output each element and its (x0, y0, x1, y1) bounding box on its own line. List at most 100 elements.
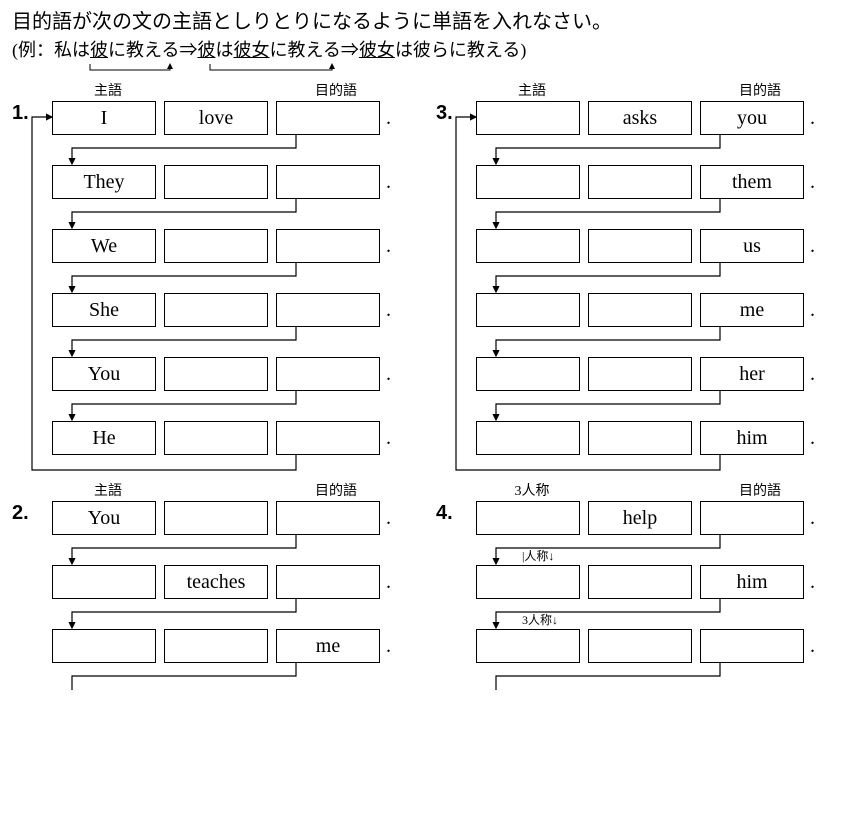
word-box[interactable] (700, 629, 804, 663)
sentence-row: us. (476, 228, 836, 264)
word-box: us (700, 229, 804, 263)
column-label: 主語 (478, 80, 586, 100)
word-box: He (52, 421, 156, 455)
period: . (810, 235, 815, 258)
word-box[interactable] (276, 565, 380, 599)
example-underline-arrows (12, 62, 572, 76)
word-box[interactable] (476, 421, 580, 455)
word-box[interactable] (276, 293, 380, 327)
example-prefix: (例：私は (12, 40, 90, 60)
sentence-row: They. (52, 164, 412, 200)
word-box[interactable] (276, 421, 380, 455)
word-box[interactable] (276, 165, 380, 199)
word-box[interactable] (476, 165, 580, 199)
exercise-group: 2.主語目的語You.teaches.me. (12, 480, 412, 664)
sentence-row: me. (476, 292, 836, 328)
sentence-row: them. (476, 164, 836, 200)
word-box[interactable] (700, 501, 804, 535)
column-labels: 主語目的語 (12, 80, 412, 100)
word-box[interactable] (276, 501, 380, 535)
word-box[interactable] (588, 357, 692, 391)
word-box: you (700, 101, 804, 135)
word-box[interactable] (476, 101, 580, 135)
word-box: You (52, 357, 156, 391)
sentence-row: help. (476, 500, 836, 536)
period: . (386, 427, 391, 450)
word-box[interactable] (276, 229, 380, 263)
worksheet-columns: 1.主語目的語Ilove.They.We.She.You.He.2.主語目的語Y… (12, 80, 848, 688)
word-box: She (52, 293, 156, 327)
word-box[interactable] (588, 229, 692, 263)
column-label (592, 480, 700, 500)
instruction-text: 目的語が次の文の主語としりとりになるように単語を入れなさい。 (12, 8, 848, 36)
rows-container: You.teaches.me. (12, 500, 412, 664)
sentence-row: We. (52, 228, 412, 264)
period: . (810, 507, 815, 530)
word-box[interactable] (52, 629, 156, 663)
word-box[interactable] (164, 165, 268, 199)
column-label (592, 80, 700, 100)
period: . (386, 635, 391, 658)
sentence-row: asksyou. (476, 100, 836, 136)
period: . (810, 107, 815, 130)
word-box: him (700, 421, 804, 455)
word-box[interactable] (588, 165, 692, 199)
exercise-group: 3.主語目的語asksyou.them.us.me.her.him. (436, 80, 836, 456)
sentence-row: 3人称↓. (476, 628, 836, 664)
word-box[interactable] (588, 293, 692, 327)
word-box[interactable] (588, 565, 692, 599)
left-column: 1.主語目的語Ilove.They.We.She.You.He.2.主語目的語Y… (12, 80, 412, 688)
word-box[interactable] (164, 421, 268, 455)
period: . (386, 299, 391, 322)
word-box[interactable] (164, 501, 268, 535)
rows-container: help.|人称↓him.3人称↓. (436, 500, 836, 664)
right-column: 3.主語目的語asksyou.them.us.me.her.him.4.3人称目… (436, 80, 836, 688)
period: . (810, 363, 815, 386)
word-box[interactable] (164, 293, 268, 327)
word-box[interactable] (588, 421, 692, 455)
word-box: him (700, 565, 804, 599)
period: . (386, 171, 391, 194)
sentence-row: |人称↓him. (476, 564, 836, 600)
sentence-row: You. (52, 356, 412, 392)
word-box: love (164, 101, 268, 135)
word-box[interactable] (476, 229, 580, 263)
word-box[interactable] (476, 501, 580, 535)
word-box: her (700, 357, 804, 391)
word-box: They (52, 165, 156, 199)
sentence-row: her. (476, 356, 836, 392)
word-box[interactable] (476, 629, 580, 663)
word-box[interactable] (476, 357, 580, 391)
word-box[interactable] (164, 357, 268, 391)
word-box[interactable] (52, 565, 156, 599)
period: . (386, 107, 391, 130)
column-label: 目的語 (282, 80, 390, 100)
period: . (810, 171, 815, 194)
sentence-row: He. (52, 420, 412, 456)
period: . (810, 299, 815, 322)
mini-label: 3人称↓ (522, 611, 558, 628)
column-label: 目的語 (706, 80, 814, 100)
word-box: We (52, 229, 156, 263)
word-box[interactable] (276, 357, 380, 391)
sentence-row: teaches. (52, 564, 412, 600)
word-box: help (588, 501, 692, 535)
column-label: 3人称 (478, 480, 586, 500)
word-box[interactable] (588, 629, 692, 663)
word-box[interactable] (276, 101, 380, 135)
period: . (810, 571, 815, 594)
word-box[interactable] (164, 229, 268, 263)
sentence-row: You. (52, 500, 412, 536)
word-box: I (52, 101, 156, 135)
word-box[interactable] (476, 293, 580, 327)
period: . (386, 571, 391, 594)
rows-container: asksyou.them.us.me.her.him. (436, 100, 836, 456)
column-labels: 主語 目的語 (436, 80, 836, 100)
word-box[interactable] (164, 629, 268, 663)
word-box: them (700, 165, 804, 199)
column-label: 目的語 (706, 480, 814, 500)
column-label (168, 80, 276, 100)
period: . (810, 635, 815, 658)
word-box[interactable] (476, 565, 580, 599)
exercise-group: 1.主語目的語Ilove.They.We.She.You.He. (12, 80, 412, 456)
